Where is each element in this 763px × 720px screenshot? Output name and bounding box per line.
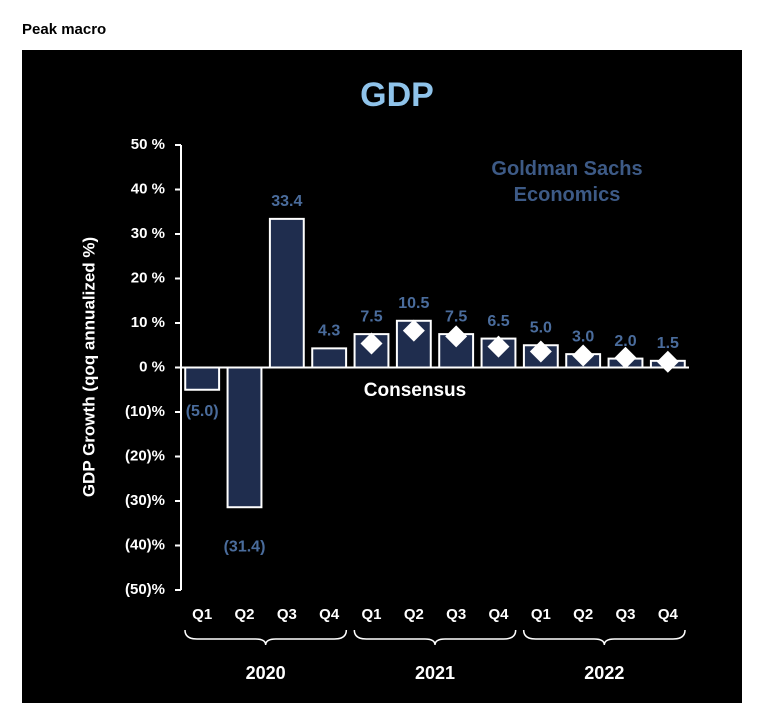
y-tick-label: (10)% bbox=[125, 403, 165, 420]
value-label: 6.5 bbox=[487, 313, 509, 330]
x-tick-label: Q3 bbox=[277, 606, 297, 623]
value-label: 7.5 bbox=[360, 308, 382, 325]
y-axis-label: GDP Growth (qoq annualized %) bbox=[79, 237, 98, 497]
consensus-marker bbox=[402, 319, 425, 342]
value-label: 33.4 bbox=[271, 193, 302, 210]
group-label: 2020 bbox=[246, 663, 286, 683]
x-tick-label: Q4 bbox=[658, 606, 679, 623]
y-tick-label: 30 % bbox=[131, 225, 165, 242]
x-tick-label: Q1 bbox=[361, 606, 381, 623]
value-label: (5.0) bbox=[186, 403, 219, 420]
y-tick-label: (50)% bbox=[125, 581, 165, 598]
consensus-marker bbox=[572, 344, 595, 367]
x-tick-label: Q2 bbox=[234, 606, 254, 623]
y-tick-label: (20)% bbox=[125, 447, 165, 464]
legend-label: Goldman Sachs Economics bbox=[491, 158, 643, 206]
y-tick-label: (30)% bbox=[125, 492, 165, 509]
y-tick-label: 0 % bbox=[139, 358, 165, 375]
consensus-marker bbox=[656, 350, 679, 373]
value-label: 3.0 bbox=[572, 328, 594, 345]
value-label: 1.5 bbox=[657, 335, 679, 352]
y-tick-label: 20 % bbox=[131, 269, 165, 286]
chart-background bbox=[22, 50, 742, 703]
group-label: 2021 bbox=[415, 663, 455, 683]
bar bbox=[268, 217, 305, 369]
consensus-marker bbox=[529, 340, 552, 363]
x-tick-label: Q2 bbox=[573, 606, 593, 623]
value-label: (31.4) bbox=[224, 538, 266, 555]
group-brace bbox=[184, 629, 348, 646]
bar bbox=[184, 366, 221, 391]
x-tick-label: Q4 bbox=[319, 606, 340, 623]
x-tick-label: Q3 bbox=[446, 606, 466, 623]
y-tick-label: 40 % bbox=[131, 180, 165, 197]
x-tick-label: Q1 bbox=[192, 606, 212, 623]
value-label: 4.3 bbox=[318, 323, 340, 340]
bar bbox=[226, 366, 263, 509]
x-tick-label: Q3 bbox=[615, 606, 635, 623]
group-brace bbox=[353, 629, 517, 646]
x-tick-label: Q2 bbox=[404, 606, 424, 623]
consensus-label: Consensus bbox=[364, 380, 466, 401]
value-label: 5.0 bbox=[530, 319, 552, 336]
consensus-marker bbox=[487, 335, 510, 358]
consensus-marker bbox=[445, 325, 468, 348]
y-tick-label: 50 % bbox=[131, 136, 165, 153]
value-label: 2.0 bbox=[614, 333, 636, 350]
consensus-marker bbox=[360, 332, 383, 355]
page-header: Peak macro bbox=[22, 21, 106, 38]
value-label: 10.5 bbox=[398, 295, 429, 312]
x-tick-label: Q4 bbox=[488, 606, 509, 623]
y-tick-label: 10 % bbox=[131, 314, 165, 331]
consensus-marker bbox=[614, 346, 637, 369]
chart-title: GDP bbox=[360, 76, 434, 114]
bar bbox=[311, 347, 348, 369]
group-brace bbox=[522, 629, 686, 646]
group-label: 2022 bbox=[584, 663, 624, 683]
y-tick-label: (40)% bbox=[125, 536, 165, 553]
x-tick-label: Q1 bbox=[531, 606, 551, 623]
value-label: 7.5 bbox=[445, 308, 467, 325]
